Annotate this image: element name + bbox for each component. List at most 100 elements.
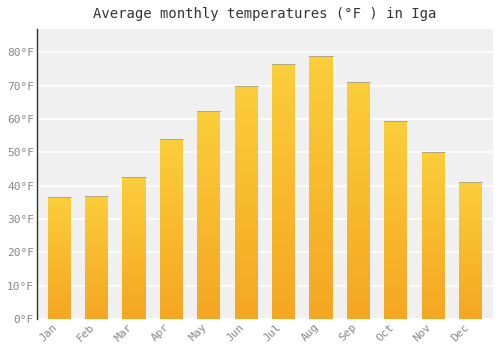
Bar [85, 305, 108, 307]
Bar [234, 100, 258, 102]
Bar [459, 230, 482, 231]
Bar [85, 204, 108, 205]
Bar [272, 146, 295, 148]
Bar [234, 128, 258, 130]
Bar [272, 176, 295, 179]
Bar [197, 144, 220, 146]
Bar [347, 300, 370, 302]
Bar [160, 312, 183, 314]
Bar [122, 292, 146, 293]
Bar [459, 243, 482, 244]
Bar [48, 286, 71, 287]
Bar [459, 307, 482, 308]
Bar [422, 217, 445, 219]
Bar [234, 309, 258, 312]
Bar [422, 154, 445, 156]
Bar [234, 160, 258, 163]
Bar [122, 196, 146, 197]
Bar [234, 251, 258, 254]
Bar [85, 297, 108, 298]
Bar [197, 250, 220, 252]
Bar [422, 304, 445, 306]
Bar [347, 153, 370, 156]
Bar [48, 285, 71, 286]
Bar [122, 245, 146, 247]
Bar [384, 174, 407, 176]
Bar [272, 66, 295, 69]
Bar [48, 231, 71, 232]
Bar [197, 169, 220, 171]
Bar [459, 212, 482, 214]
Bar [48, 228, 71, 229]
Bar [197, 229, 220, 231]
Bar [272, 271, 295, 273]
Bar [197, 265, 220, 267]
Bar [234, 284, 258, 286]
Bar [197, 152, 220, 154]
Bar [122, 211, 146, 213]
Bar [48, 304, 71, 306]
Bar [459, 246, 482, 248]
Bar [234, 316, 258, 319]
Bar [234, 275, 258, 277]
Bar [234, 170, 258, 172]
Bar [197, 177, 220, 180]
Bar [310, 106, 332, 108]
Bar [48, 217, 71, 218]
Bar [48, 318, 71, 319]
Bar [459, 309, 482, 311]
Bar [48, 256, 71, 257]
Bar [160, 142, 183, 145]
Bar [422, 317, 445, 319]
Bar [272, 110, 295, 112]
Bar [48, 258, 71, 259]
Bar [197, 267, 220, 269]
Bar [234, 268, 258, 270]
Bar [160, 304, 183, 306]
Bar [85, 214, 108, 215]
Bar [347, 255, 370, 257]
Bar [347, 302, 370, 305]
Bar [272, 191, 295, 194]
Bar [48, 201, 71, 202]
Bar [347, 205, 370, 208]
Bar [160, 161, 183, 162]
Bar [234, 223, 258, 226]
Bar [422, 299, 445, 301]
Bar [160, 218, 183, 220]
Bar [85, 262, 108, 264]
Bar [459, 204, 482, 205]
Bar [310, 95, 332, 98]
Bar [160, 270, 183, 272]
Bar [384, 277, 407, 279]
Bar [347, 279, 370, 281]
Bar [347, 243, 370, 246]
Bar [234, 207, 258, 209]
Bar [347, 127, 370, 130]
Bar [272, 273, 295, 275]
Bar [85, 310, 108, 312]
Bar [160, 256, 183, 258]
Bar [160, 238, 183, 240]
Bar [422, 290, 445, 292]
Bar [459, 316, 482, 317]
Bar [310, 303, 332, 306]
Bar [384, 230, 407, 232]
Bar [272, 306, 295, 309]
Bar [422, 171, 445, 172]
Bar [234, 279, 258, 282]
Bar [48, 291, 71, 292]
Bar [422, 205, 445, 207]
Bar [422, 239, 445, 240]
Bar [48, 207, 71, 208]
Bar [234, 228, 258, 230]
Bar [160, 168, 183, 169]
Bar [48, 212, 71, 213]
Bar [272, 74, 295, 77]
Bar [197, 269, 220, 271]
Bar [384, 190, 407, 192]
Bar [272, 107, 295, 110]
Bar [48, 308, 71, 309]
Bar [459, 248, 482, 249]
Bar [384, 285, 407, 287]
